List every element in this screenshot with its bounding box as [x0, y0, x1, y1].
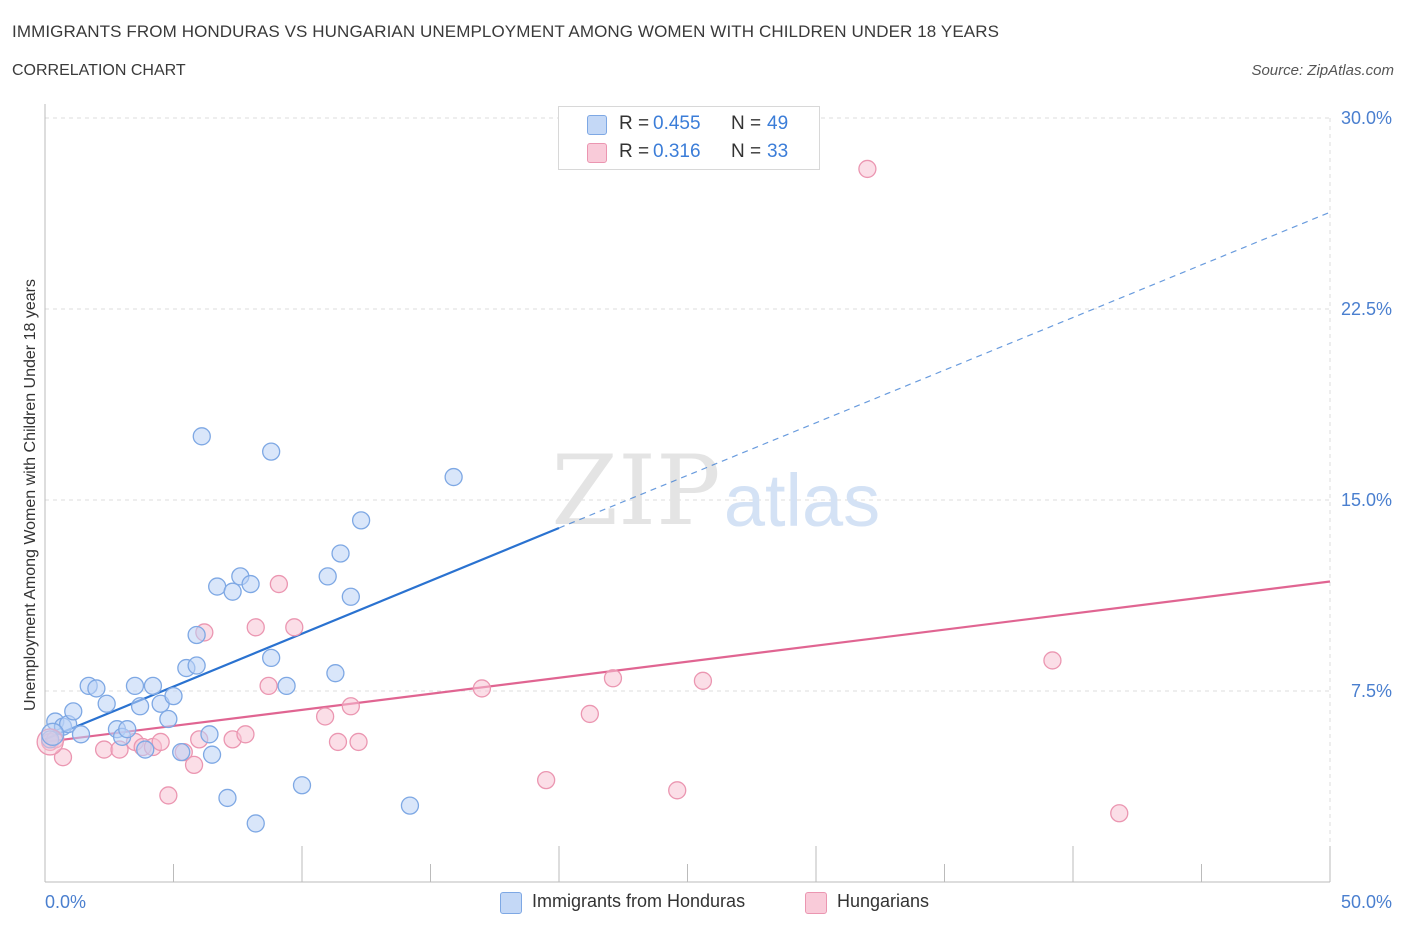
- point-honduras: [202, 745, 222, 764]
- watermark: ZIP atlas: [551, 435, 880, 547]
- legend-swatch-pink: [587, 143, 607, 163]
- x-tick-label-min: 0.0%: [45, 892, 86, 912]
- point-hungarians: [472, 679, 492, 698]
- point-hungarians: [246, 618, 265, 637]
- point-honduras: [143, 676, 163, 696]
- r-label: R =: [619, 113, 650, 134]
- r-label: R =: [619, 141, 650, 162]
- legend-swatch-pink: [805, 892, 827, 914]
- point-honduras: [71, 725, 91, 744]
- point-honduras: [159, 709, 178, 729]
- point-hungarians: [1043, 651, 1062, 670]
- series-legend: Immigrants from Honduras Hungarians: [0, 890, 1406, 916]
- point-hungarians: [328, 732, 348, 752]
- r-value: 0.455: [653, 113, 701, 134]
- point-honduras: [318, 567, 337, 586]
- point-honduras: [192, 427, 211, 446]
- n-label: N =: [731, 113, 762, 134]
- point-hungarians: [580, 704, 599, 724]
- point-hungarians: [693, 671, 713, 690]
- legend-label: Immigrants from Honduras: [532, 891, 746, 911]
- point-hungarians: [341, 697, 360, 716]
- point-honduras: [164, 686, 183, 706]
- point-honduras: [241, 574, 260, 594]
- point-honduras: [400, 796, 420, 815]
- point-hungarians: [603, 669, 623, 688]
- tick-labels: 7.5% 15.0% 22.5% 30.0% 0.0% 50.0%: [45, 108, 1392, 912]
- point-honduras: [208, 577, 227, 596]
- y-axis-label-wrap: Unemployment Among Women with Children U…: [16, 230, 46, 760]
- point-hungarians: [1110, 804, 1129, 823]
- trend-line-honduras: [44, 526, 560, 741]
- point-hungarians: [269, 574, 289, 594]
- point-honduras: [218, 788, 237, 808]
- y-tick-label: 22.5%: [1341, 299, 1392, 319]
- point-hungarians: [668, 781, 687, 800]
- point-hungarians: [184, 755, 204, 775]
- point-honduras: [444, 467, 463, 487]
- stats-legend-row-honduras: R = 0.455 N = 49: [559, 110, 819, 138]
- point-honduras: [125, 676, 145, 696]
- point-honduras: [97, 694, 116, 713]
- r-value: 0.316: [653, 141, 701, 162]
- y-axis-label: Unemployment Among Women with Children U…: [22, 279, 39, 711]
- n-label: N =: [731, 141, 762, 162]
- point-hungarians: [159, 786, 178, 805]
- point-honduras: [292, 776, 312, 795]
- point-hungarians: [94, 740, 114, 759]
- point-honduras: [341, 587, 360, 606]
- point-honduras: [326, 664, 345, 683]
- data-points: [36, 159, 1129, 833]
- x-tick-label-max: 50.0%: [1341, 892, 1392, 912]
- trend-line-hungarians: [44, 580, 1331, 744]
- n-value: 33: [767, 141, 789, 162]
- point-honduras: [187, 656, 206, 675]
- point-hungarians: [259, 676, 278, 696]
- watermark-zip: ZIP: [551, 435, 720, 547]
- point-hungarians: [151, 732, 170, 752]
- point-honduras: [118, 720, 137, 739]
- source-label: Source: ZipAtlas.com: [1251, 62, 1394, 79]
- point-hungarians: [285, 618, 304, 637]
- point-honduras: [130, 697, 150, 716]
- legend-swatch-blue: [587, 115, 607, 135]
- point-hungarians: [236, 725, 255, 744]
- point-honduras: [200, 725, 219, 744]
- point-honduras: [262, 442, 281, 461]
- point-honduras: [262, 648, 281, 668]
- point-hungarians: [349, 732, 368, 752]
- watermark-atlas: atlas: [724, 459, 880, 542]
- n-value: 49: [767, 113, 789, 134]
- point-hungarians: [537, 770, 556, 790]
- stats-legend-row-hungarians: R = 0.316 N = 33: [559, 138, 819, 166]
- point-honduras: [331, 544, 350, 563]
- trend-line-honduras-extension: [558, 211, 1331, 529]
- point-honduras-cluster: [41, 722, 65, 746]
- point-hungarians-cluster: [36, 728, 64, 756]
- point-honduras: [136, 740, 155, 759]
- legend-swatch-blue: [500, 892, 522, 914]
- stats-legend: R = 0.455 N = 49 R = 0.316 N = 33: [558, 106, 820, 170]
- point-honduras: [64, 702, 83, 721]
- point-honduras: [223, 582, 242, 601]
- point-honduras: [351, 511, 371, 530]
- y-tick-label: 15.0%: [1341, 490, 1392, 510]
- point-hungarians: [315, 707, 335, 726]
- point-honduras: [172, 742, 191, 762]
- point-hungarians: [858, 159, 877, 179]
- chart-subtitle: CORRELATION CHART: [12, 62, 186, 79]
- point-honduras: [187, 625, 206, 645]
- trend-lines: [44, 211, 1331, 744]
- point-honduras: [277, 676, 296, 696]
- y-tick-label: 7.5%: [1351, 681, 1392, 701]
- chart-title: IMMIGRANTS FROM HONDURAS VS HUNGARIAN UN…: [12, 22, 1000, 41]
- point-hungarians: [53, 748, 73, 767]
- point-honduras: [87, 679, 106, 698]
- point-honduras: [246, 814, 265, 833]
- y-tick-label: 30.0%: [1341, 108, 1392, 128]
- legend-label: Hungarians: [837, 891, 930, 911]
